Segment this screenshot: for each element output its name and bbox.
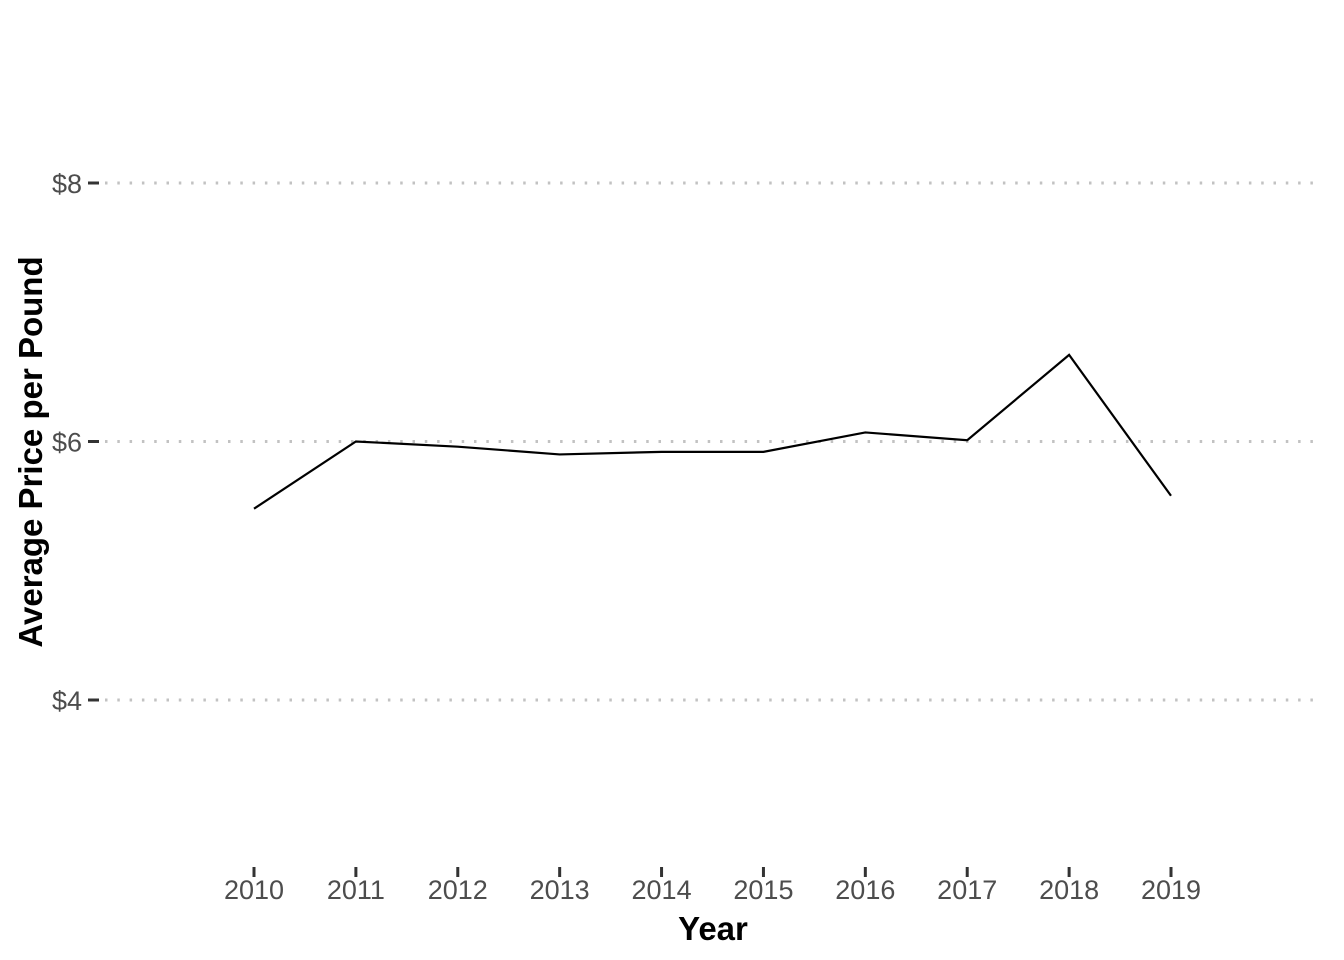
x-tick-label: 2016 [835,875,895,905]
x-tick-label: 2017 [937,875,997,905]
x-axis-title: Year [678,910,748,947]
x-axis-tick-labels: 2010 2011 2012 2013 2014 2015 2016 2017 2018 2019 [224,875,1201,905]
x-tick-label: 2010 [224,875,284,905]
y-gridlines [105,181,1322,702]
y-axis-tick-labels: $4 $6 $8 [52,169,82,716]
x-tick-label: 2018 [1039,875,1099,905]
y-tick-label: $8 [52,169,82,199]
x-tick-label: 2019 [1141,875,1201,905]
x-tick-label: 2011 [327,875,385,905]
price-line-series [253,353,1172,510]
y-axis-title: Average Price per Pound [12,256,49,647]
y-axis-tick-marks [88,181,99,702]
y-tick-label: $6 [52,428,82,458]
y-tick-label: $4 [52,686,82,716]
x-tick-label: 2012 [428,875,488,905]
x-tick-label: 2015 [733,875,793,905]
x-tick-label: 2014 [632,875,692,905]
x-axis-tick-marks [252,867,1173,877]
x-tick-label: 2013 [530,875,590,905]
